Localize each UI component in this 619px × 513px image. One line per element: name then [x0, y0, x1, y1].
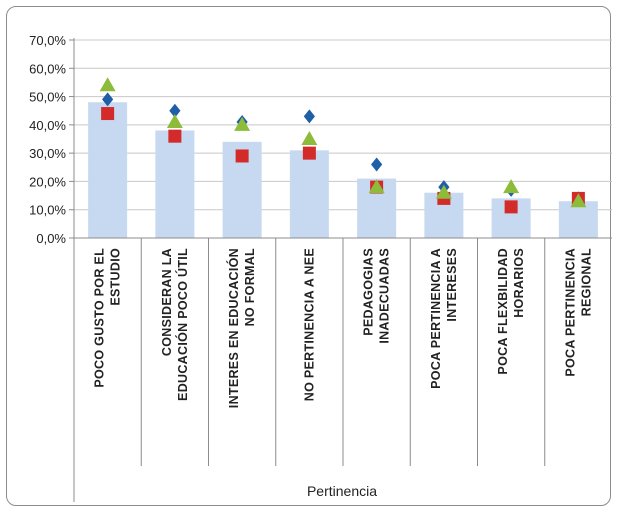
- y-tick-label: 60,0%: [29, 61, 66, 76]
- y-tick-labels: 0,0% 10,0% 20,0% 30,0% 40,0% 50,0% 60,0% 70,0%: [29, 33, 66, 246]
- y-tick-label: 20,0%: [29, 174, 66, 189]
- category-label: INTERES EN EDUCACIÓN: [226, 248, 241, 408]
- triangle-marker: [368, 179, 385, 194]
- category-label: NO PERTINENCIA A NEE: [302, 248, 316, 401]
- diamond-marker: [303, 109, 315, 124]
- bar: [289, 150, 329, 238]
- category-label: HORARIOS: [512, 248, 526, 318]
- triangle-marker: [234, 116, 251, 131]
- bar: [88, 102, 128, 238]
- triangle-marker: [99, 77, 116, 92]
- diamond-marker: [169, 103, 181, 118]
- category-label: POCO GUSTO POR EL: [93, 248, 107, 388]
- category-label: POCA PERTINENCIA A: [429, 248, 443, 389]
- category-label: NO FORMAL: [243, 248, 257, 326]
- y-tick-label: 70,0%: [29, 33, 66, 48]
- y-tick-label: 0,0%: [36, 231, 66, 246]
- triangle-marker: [503, 179, 520, 194]
- category-label: ESTUDIO: [109, 248, 123, 306]
- diamond-marker: [102, 92, 114, 107]
- bar: [155, 130, 195, 238]
- y-tick-label: 30,0%: [29, 146, 66, 161]
- square-marker: [101, 107, 115, 121]
- category-label: POCA FLEXBILIDAD: [496, 248, 510, 375]
- category-label: EDUCACIÓN POCO ÚTIL: [175, 248, 190, 401]
- triangle-marker: [570, 193, 587, 208]
- category-label: INTERESES: [445, 248, 459, 322]
- category-label: REGIONAL: [579, 248, 593, 316]
- y-tick-label: 40,0%: [29, 118, 66, 133]
- bar: [558, 201, 598, 238]
- y-tick-label: 50,0%: [29, 90, 66, 105]
- category-label: CONSIDERAN LA: [160, 248, 174, 356]
- square-marker: [302, 146, 316, 160]
- triangle-marker: [166, 114, 183, 129]
- category-label: PEDAGOGIAS: [362, 248, 376, 336]
- square-marker: [168, 129, 182, 143]
- category-label: INADECUADAS: [378, 248, 392, 344]
- y-tick-label: 10,0%: [29, 203, 66, 218]
- axes: [69, 38, 612, 502]
- diamond-marker: [371, 157, 383, 172]
- triangle-marker: [301, 131, 318, 145]
- square-marker: [235, 149, 249, 163]
- triangle-marker: [435, 184, 452, 199]
- category-label: POCA PERTINENCIA: [563, 248, 577, 377]
- category-labels: POCO GUSTO POR EL ESTUDIO CONSIDERAN LA EDU…: [93, 248, 594, 408]
- square-marker: [504, 200, 518, 214]
- bars: [88, 102, 598, 238]
- x-axis-label: Pertinencia: [307, 483, 377, 499]
- markers: [99, 77, 587, 214]
- gridlines: [74, 39, 612, 211]
